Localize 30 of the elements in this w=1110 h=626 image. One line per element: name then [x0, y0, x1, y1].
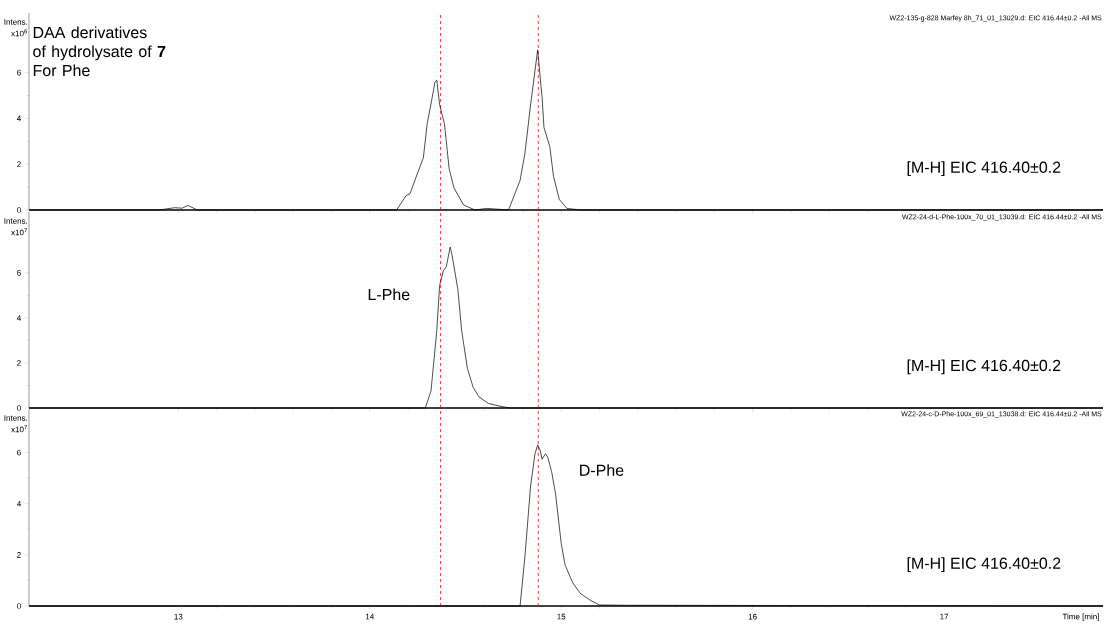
annotation: D-Phe — [580, 464, 624, 476]
x-tick-label: 13 — [174, 613, 183, 620]
annotation: L-Phe — [368, 288, 410, 301]
text: DAA derivatives of hydrolysate of 7 For Phe — [33, 26, 166, 77]
x-tick-label: 16 — [748, 613, 757, 620]
x-tick-label: 14 — [365, 613, 374, 620]
text: x10$^{6}$ — [11, 29, 28, 37]
annotation: [M-H] EIC 416.40±0.2 — [907, 359, 1061, 375]
y-tick-label: 6 — [17, 270, 21, 276]
y-axis-title: Intens. — [4, 19, 28, 25]
y-tick-label: 0 — [17, 207, 21, 213]
text: x10$^{7}$ — [11, 228, 28, 236]
y-tick-label: 2 — [17, 552, 21, 558]
y-tick-label: 2 — [17, 360, 21, 366]
y-tick-label: 0 — [17, 603, 21, 609]
annotation: [M-H] EIC 416.40±0.2 — [907, 161, 1061, 177]
x-tick-label: 15 — [557, 613, 566, 620]
y-tick-label: 4 — [16, 500, 21, 507]
text: x10$^{7}$ — [11, 425, 28, 433]
y-axis-title: Intens. — [4, 415, 28, 421]
y-tick-label: 2 — [17, 161, 21, 167]
y-tick-label: 6 — [17, 449, 21, 456]
x-axis-title: Time [min] — [1062, 613, 1099, 621]
y-axis-title: Intens. — [4, 218, 28, 224]
x-tick-label: 17 — [940, 613, 949, 620]
y-tick-label: 6 — [17, 69, 21, 76]
annotation: [M-H] EIC 416.40±0.2 — [907, 557, 1061, 573]
y-tick-label: 0 — [17, 405, 21, 411]
y-tick-label: 4 — [16, 115, 21, 122]
y-tick-label: 4 — [16, 315, 21, 321]
